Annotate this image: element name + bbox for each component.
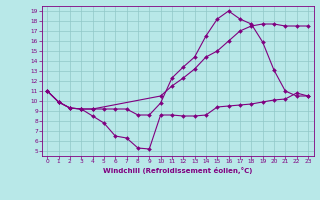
X-axis label: Windchill (Refroidissement éolien,°C): Windchill (Refroidissement éolien,°C) — [103, 167, 252, 174]
